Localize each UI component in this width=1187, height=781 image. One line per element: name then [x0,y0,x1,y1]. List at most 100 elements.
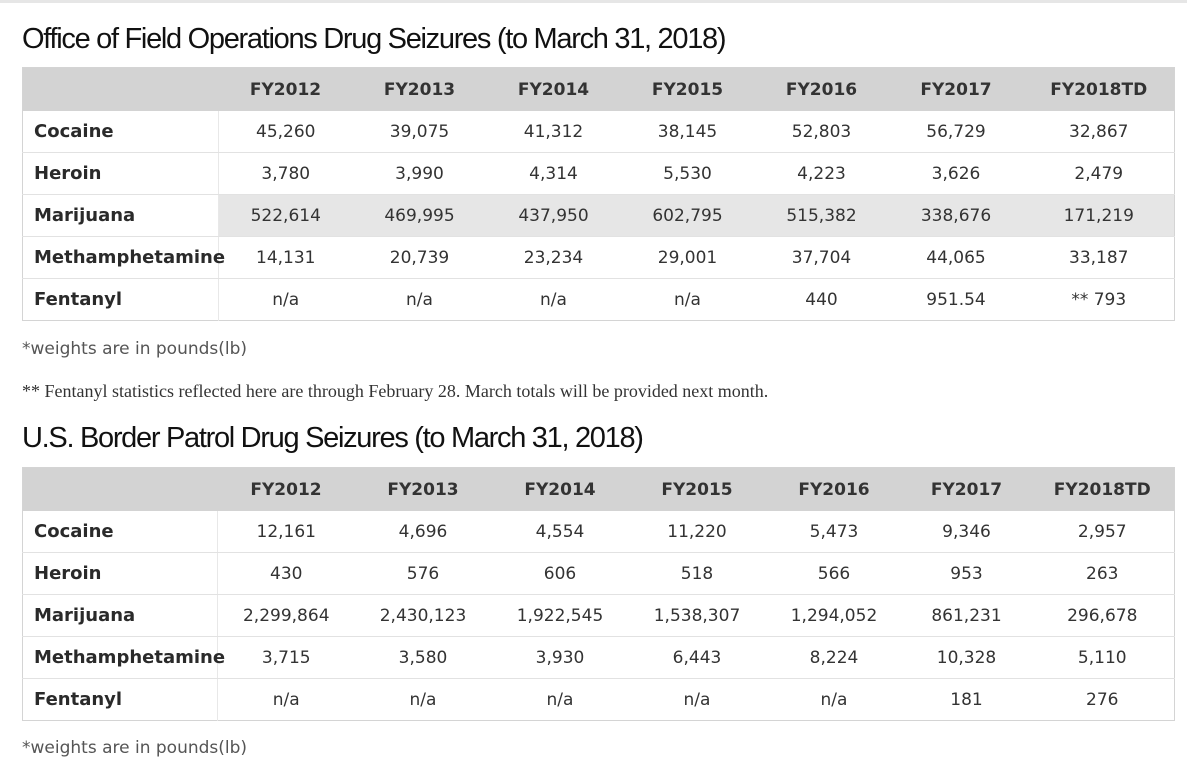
table-cell: 5,530 [620,152,755,195]
table-header-row: FY2012 FY2013 FY2014 FY2015 FY2016 FY201… [22,467,1175,511]
table-cell: ** 793 [1071,289,1127,310]
table-cell: 6,443 [628,636,766,679]
row-label: Heroin [22,552,218,595]
table-cell: 44,065 [888,236,1024,279]
table-row-cocaine: Cocaine 45,260 39,075 41,312 38,145 52,8… [22,111,1175,153]
table-cell: 38,145 [620,111,755,153]
table-cell: 469,995 [352,194,487,237]
row-label: Methamphetamine [22,236,225,279]
table-row-heroin: Heroin 3,780 3,990 4,314 5,530 4,223 3,6… [22,152,1175,195]
table-cell: 338,676 [888,194,1024,237]
table-cell: 515,382 [754,194,889,237]
table-cell: n/a [820,689,848,710]
table-cell: 33,187 [1023,236,1175,279]
table-row-fentanyl: Fentanyl n/a n/a n/a n/a 440 951.54 ** 7… [22,278,1175,321]
table-cell: 1,538,307 [628,594,766,637]
column-header-blank [22,67,219,111]
table-cell: 41,312 [486,111,621,153]
table-cell: 2,957 [1030,511,1175,553]
table-cell: 52,803 [754,111,889,153]
column-header-fy2016: FY2016 [765,467,903,511]
table-cell: n/a [409,689,437,710]
table-cell: 1,294,052 [765,594,903,637]
table-cell: 522,614 [218,194,353,237]
table-cell: 566 [765,552,903,595]
table-cell: n/a [406,289,433,310]
column-header-fy2012: FY2012 [217,467,355,511]
table-cell: 9,346 [902,511,1031,553]
column-header-fy2014: FY2014 [491,467,629,511]
table-cell: 2,299,864 [217,594,355,637]
table-cell: 45,260 [218,111,353,153]
table-cell: 2,430,123 [354,594,492,637]
table-cell: 3,780 [218,152,353,195]
table-cell: 12,161 [217,511,355,553]
row-label: Cocaine [22,511,218,553]
table-cell: 181 [950,689,983,710]
table-row-methamphetamine: Methamphetamine 14,131 20,739 23,234 29,… [22,236,1175,279]
row-label: Marijuana [22,194,219,237]
table-cell: 518 [628,552,766,595]
table-cell: 3,626 [888,152,1024,195]
table-cell: 1,922,545 [491,594,629,637]
table-cell: n/a [272,689,300,710]
column-header-fy2016: FY2016 [754,67,889,111]
column-header-blank [22,467,218,511]
table-cell: 11,220 [628,511,766,553]
column-header-fy2013: FY2013 [352,67,487,111]
table-cell: 4,314 [486,152,621,195]
ofo-section-title: Office of Field Operations Drug Seizures… [22,23,727,55]
table-cell: 602,795 [620,194,755,237]
table-cell: 20,739 [352,236,487,279]
table-cell: 4,223 [754,152,889,195]
table-cell: 5,110 [1030,636,1175,679]
column-header-fy2015: FY2015 [628,467,766,511]
table-cell: n/a [546,689,574,710]
row-label: Marijuana [22,594,218,637]
column-header-fy2017: FY2017 [902,467,1031,511]
row-label: Cocaine [22,111,219,153]
table-header-row: FY2012 FY2013 FY2014 FY2015 FY2016 FY201… [22,67,1175,111]
table-cell: 3,580 [354,636,492,679]
table-cell: 10,328 [902,636,1031,679]
table-cell: 296,678 [1030,594,1175,637]
table-cell: 951.54 [926,289,986,310]
table-cell: 37,704 [754,236,889,279]
table-cell: 3,715 [217,636,355,679]
table-cell: 430 [217,552,355,595]
table-cell: 263 [1030,552,1175,595]
table-cell: 576 [354,552,492,595]
column-header-fy2018td: FY2018TD [1030,467,1175,511]
row-label: Fentanyl [22,278,219,321]
table-cell: 437,950 [486,194,621,237]
table-row-cocaine: Cocaine 12,161 4,696 4,554 11,220 5,473 … [22,511,1175,553]
table-cell: 3,930 [491,636,629,679]
table-cell: 14,131 [218,236,353,279]
table-cell: 953 [902,552,1031,595]
fentanyl-footnote: ** Fentanyl statistics reflected here ar… [22,381,769,401]
table-cell: 5,473 [765,511,903,553]
top-divider [0,0,1187,3]
usbp-section-title: U.S. Border Patrol Drug Seizures (to Mar… [22,422,644,454]
table-cell: n/a [540,289,567,310]
table-cell: 29,001 [620,236,755,279]
table-cell: 23,234 [486,236,621,279]
column-header-fy2014: FY2014 [486,67,621,111]
row-label: Methamphetamine [22,636,225,679]
weights-footnote: *weights are in pounds(lb) [22,738,248,758]
table-row-marijuana: Marijuana 522,614 469,995 437,950 602,79… [22,194,1175,237]
column-header-fy2013: FY2013 [354,467,492,511]
weights-footnote: *weights are in pounds(lb) [22,339,248,359]
column-header-fy2012: FY2012 [218,67,353,111]
table-cell: 4,696 [354,511,492,553]
table-cell: 440 [805,289,838,310]
table-row-marijuana: Marijuana 2,299,864 2,430,123 1,922,545 … [22,594,1175,637]
table-cell: 276 [1086,689,1119,710]
row-label: Fentanyl [22,678,218,721]
usbp-seizures-table: FY2012 FY2013 FY2014 FY2015 FY2016 FY201… [22,467,1175,721]
table-row-methamphetamine: Methamphetamine 3,715 3,580 3,930 6,443 … [22,636,1175,679]
table-row-fentanyl: Fentanyl n/a n/a n/a n/a n/a 181 276 [22,678,1175,721]
table-cell: 171,219 [1023,194,1175,237]
table-cell: n/a [272,289,300,310]
table-cell: 8,224 [765,636,903,679]
